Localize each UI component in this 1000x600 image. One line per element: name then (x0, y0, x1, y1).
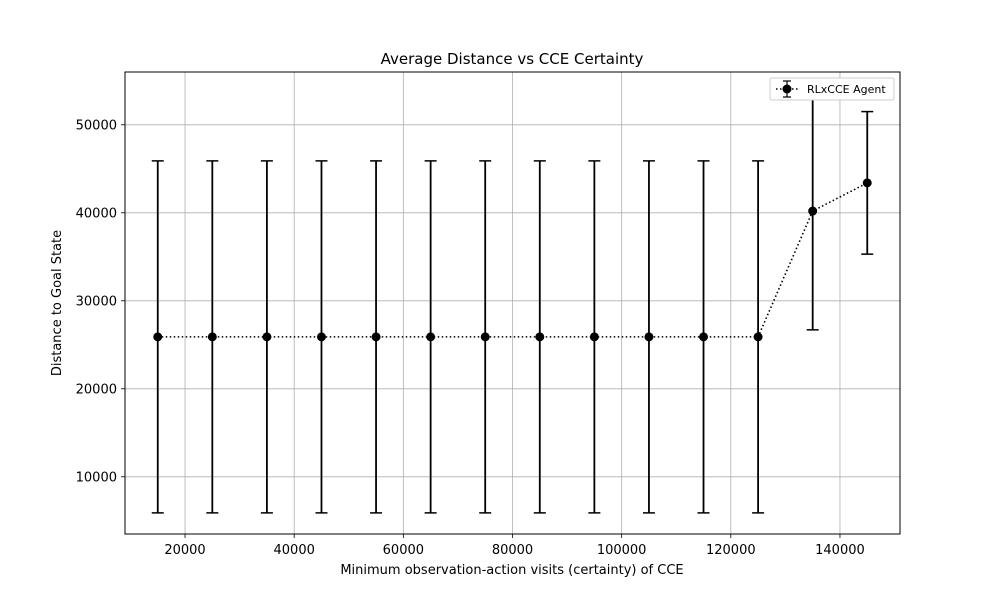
y-tick-label: 20000 (76, 382, 117, 397)
y-tick-label: 10000 (76, 470, 117, 485)
data-point (426, 332, 436, 342)
y-axis-title: Distance to Goal State (50, 230, 65, 376)
data-point (644, 332, 654, 342)
y-tick-label: 50000 (76, 118, 117, 133)
x-tick-label: 100000 (597, 543, 647, 558)
data-points (153, 178, 872, 342)
data-point (535, 332, 545, 342)
x-axis-title: Minimum observation-action visits (certa… (340, 563, 683, 578)
x-tick-label: 40000 (274, 543, 315, 558)
grid (125, 72, 900, 534)
data-point (699, 332, 709, 342)
data-point (480, 332, 490, 342)
data-point (808, 206, 818, 216)
y-tick-label: 40000 (76, 206, 117, 221)
chart-title: Average Distance vs CCE Certainty (381, 50, 644, 68)
data-point (371, 332, 381, 342)
x-tick-label: 140000 (815, 543, 865, 558)
legend-label: RLxCCE Agent (807, 83, 886, 96)
x-tick-label: 60000 (383, 543, 424, 558)
data-point (153, 332, 163, 342)
x-tick-label: 120000 (706, 543, 756, 558)
axis-ticks: 20000 40000 60000 80000 100000 120000 140000 10… (76, 118, 865, 558)
plot-frame (124, 71, 901, 535)
y-tick-label: 30000 (76, 294, 117, 309)
data-point (262, 332, 272, 342)
legend-marker (782, 84, 792, 94)
data-point (753, 332, 763, 342)
legend: RLxCCE Agent (769, 77, 895, 101)
legend-frame (769, 77, 895, 101)
x-tick-label: 80000 (492, 543, 533, 558)
data-point (589, 332, 599, 342)
data-point (316, 332, 326, 342)
data-point (207, 332, 217, 342)
data-point (862, 178, 872, 188)
x-tick-label: 20000 (164, 543, 205, 558)
